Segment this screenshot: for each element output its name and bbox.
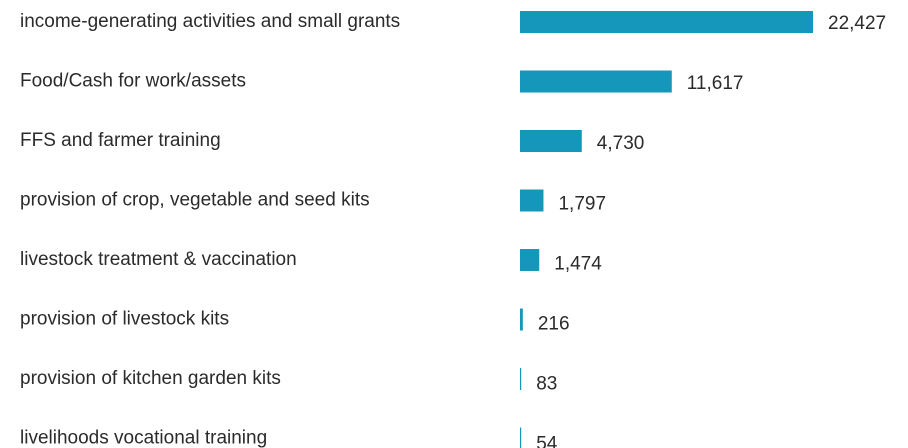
category-label: livestock treatment & vaccination xyxy=(20,249,297,270)
bar xyxy=(520,189,544,212)
category-label: Food/Cash for work/assets xyxy=(20,71,246,92)
value-label: 54 xyxy=(536,434,558,448)
category-label: provision of livestock kits xyxy=(20,309,229,330)
value-label: 11,617 xyxy=(687,73,744,94)
bar xyxy=(520,70,672,93)
value-label: 4,730 xyxy=(597,133,645,154)
value-label: 1,474 xyxy=(554,253,602,274)
category-label: provision of kitchen garden kits xyxy=(20,368,281,389)
bar xyxy=(520,368,522,390)
category-label: livelihoods vocational training xyxy=(20,428,267,448)
bar xyxy=(520,308,523,331)
bar xyxy=(520,249,540,271)
category-label: FFS and farmer training xyxy=(20,130,221,151)
value-label: 22,427 xyxy=(828,13,886,34)
bar xyxy=(520,11,813,33)
bar xyxy=(520,427,522,448)
category-label: income-generating activities and small g… xyxy=(20,11,400,32)
value-label: 1,797 xyxy=(558,193,606,214)
value-label: 216 xyxy=(538,314,570,335)
value-label: 83 xyxy=(536,374,557,395)
category-label: provision of crop, vegetable and seed ki… xyxy=(20,190,370,211)
bar xyxy=(520,130,582,152)
